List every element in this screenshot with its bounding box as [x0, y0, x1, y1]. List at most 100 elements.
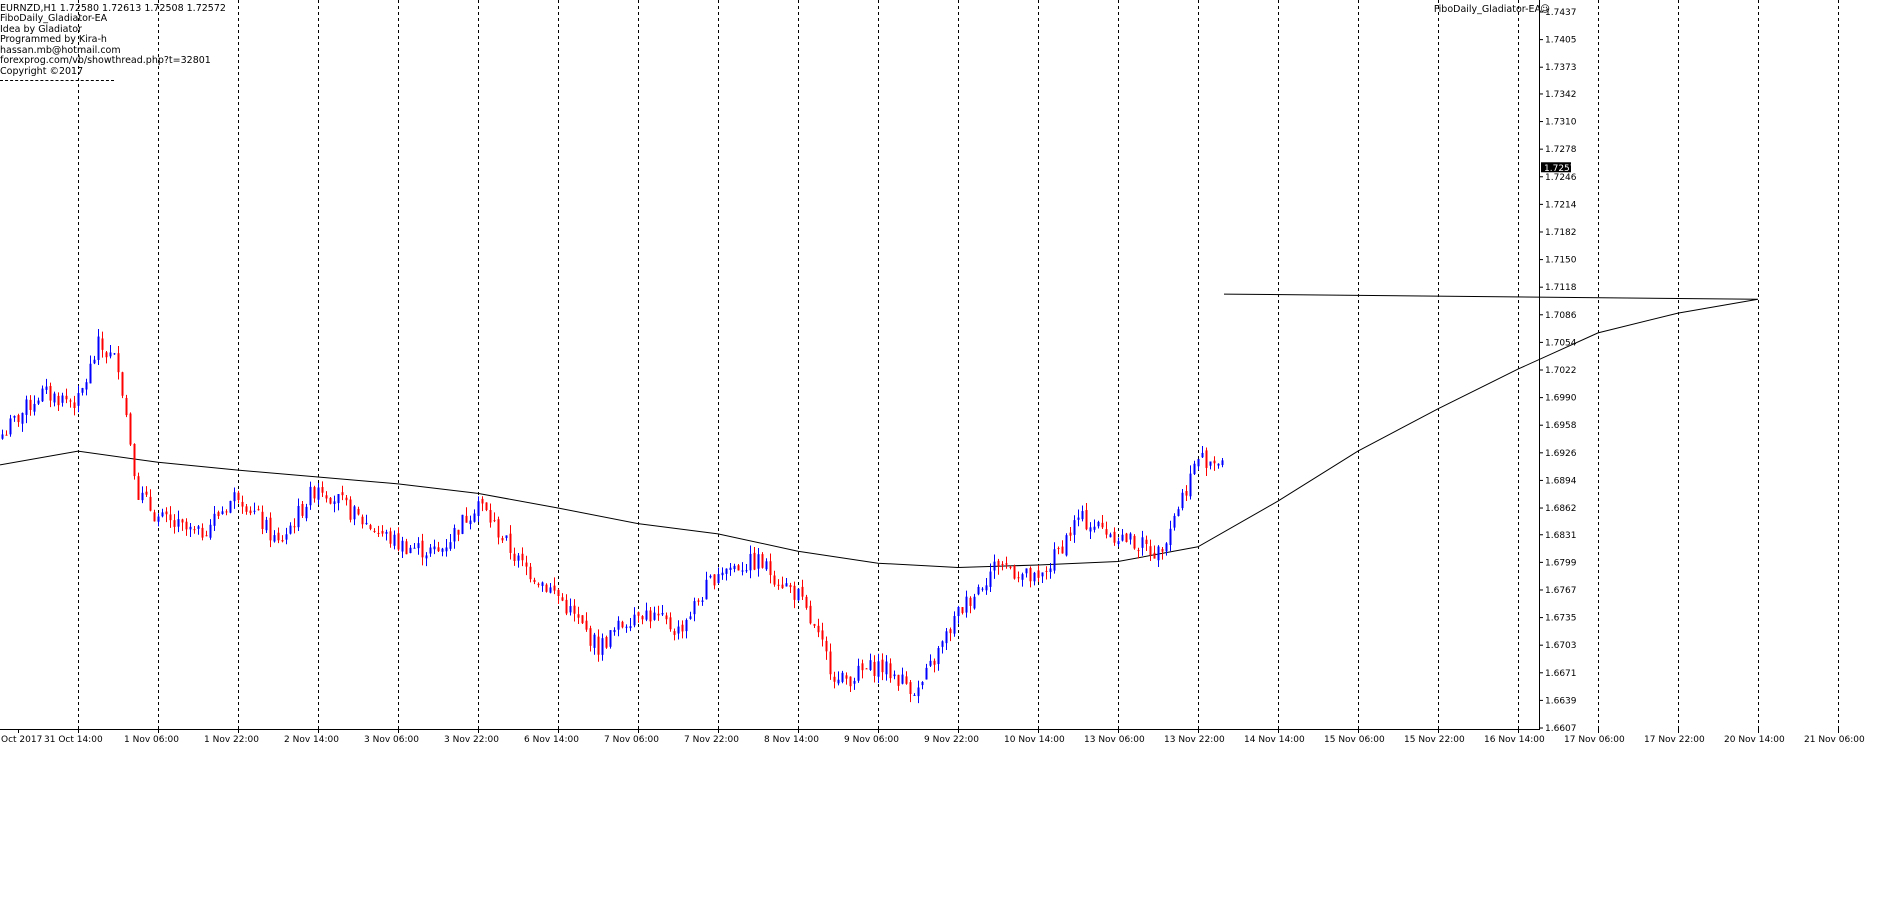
- candle-body[interactable]: [857, 665, 860, 681]
- candle-body[interactable]: [1129, 533, 1132, 540]
- candle-body[interactable]: [745, 570, 748, 572]
- candle-body[interactable]: [1209, 461, 1212, 466]
- candle-body[interactable]: [77, 393, 80, 406]
- candle-body[interactable]: [1181, 492, 1184, 509]
- candle-body[interactable]: [253, 510, 256, 512]
- candle-body[interactable]: [761, 554, 764, 568]
- candle-body[interactable]: [1069, 532, 1072, 536]
- candle-body[interactable]: [293, 526, 296, 528]
- candle-body[interactable]: [29, 399, 32, 410]
- candle-body[interactable]: [677, 626, 680, 634]
- candle-body[interactable]: [673, 631, 676, 635]
- candle-body[interactable]: [93, 359, 96, 364]
- candle-body[interactable]: [65, 395, 68, 400]
- candle-body[interactable]: [693, 601, 696, 615]
- candle-body[interactable]: [905, 676, 908, 684]
- candle-body[interactable]: [189, 526, 192, 530]
- candle-body[interactable]: [741, 570, 744, 572]
- candle-body[interactable]: [1025, 568, 1028, 574]
- candle-body[interactable]: [661, 613, 664, 615]
- candle-body[interactable]: [621, 621, 624, 628]
- candle-body[interactable]: [469, 520, 472, 525]
- candle-body[interactable]: [697, 600, 700, 602]
- candle-body[interactable]: [161, 512, 164, 517]
- candle-body[interactable]: [185, 521, 188, 530]
- candle-body[interactable]: [729, 567, 732, 570]
- candle-body[interactable]: [137, 476, 140, 500]
- candle-body[interactable]: [169, 514, 172, 521]
- candle-body[interactable]: [713, 574, 716, 586]
- candle-body[interactable]: [109, 352, 112, 357]
- candle-body[interactable]: [597, 636, 600, 655]
- candle-body[interactable]: [301, 503, 304, 516]
- candle-body[interactable]: [245, 506, 248, 512]
- candle-body[interactable]: [1073, 520, 1076, 535]
- candle-body[interactable]: [1133, 535, 1136, 549]
- candle-body[interactable]: [1193, 463, 1196, 475]
- candle-body[interactable]: [481, 498, 484, 504]
- candle-body[interactable]: [1201, 452, 1204, 458]
- candle-body[interactable]: [1037, 570, 1040, 578]
- candle-body[interactable]: [1161, 548, 1164, 552]
- candle-body[interactable]: [797, 588, 800, 601]
- smiley-icon[interactable]: ☺: [1540, 4, 1550, 15]
- candle-body[interactable]: [177, 519, 180, 527]
- candle-body[interactable]: [1, 434, 4, 439]
- candle-body[interactable]: [317, 487, 320, 500]
- candle-body[interactable]: [617, 620, 620, 630]
- candle-body[interactable]: [21, 412, 24, 424]
- candle-body[interactable]: [433, 546, 436, 550]
- candle-body[interactable]: [405, 541, 408, 555]
- candle-body[interactable]: [517, 555, 520, 561]
- candle-body[interactable]: [121, 372, 124, 396]
- candle-body[interactable]: [653, 612, 656, 620]
- candle-body[interactable]: [297, 506, 300, 528]
- candle-body[interactable]: [805, 596, 808, 608]
- candle-body[interactable]: [681, 624, 684, 632]
- candle-body[interactable]: [445, 547, 448, 552]
- candle-body[interactable]: [41, 388, 44, 402]
- candle-body[interactable]: [305, 506, 308, 519]
- candle-body[interactable]: [81, 388, 84, 393]
- candle-body[interactable]: [877, 661, 880, 677]
- candle-body[interactable]: [489, 510, 492, 523]
- candle-body[interactable]: [821, 630, 824, 640]
- candle-body[interactable]: [865, 668, 868, 670]
- candle-body[interactable]: [1033, 572, 1036, 582]
- candle-body[interactable]: [881, 659, 884, 673]
- candle-body[interactable]: [497, 519, 500, 538]
- candle-body[interactable]: [1165, 543, 1168, 552]
- candle-body[interactable]: [561, 597, 564, 601]
- candle-body[interactable]: [1009, 566, 1012, 568]
- candle-body[interactable]: [861, 663, 864, 671]
- candle-body[interactable]: [441, 548, 444, 552]
- candle-body[interactable]: [749, 553, 752, 571]
- candle-body[interactable]: [145, 491, 148, 495]
- candle-body[interactable]: [1041, 572, 1044, 577]
- candle-body[interactable]: [633, 614, 636, 626]
- candle-body[interactable]: [85, 382, 88, 390]
- candle-body[interactable]: [1217, 463, 1220, 466]
- candle-body[interactable]: [393, 534, 396, 546]
- candle-body[interactable]: [1169, 528, 1172, 545]
- candle-body[interactable]: [357, 508, 360, 515]
- candle-body[interactable]: [1017, 577, 1020, 579]
- candle-body[interactable]: [649, 610, 652, 622]
- candle-body[interactable]: [201, 527, 204, 538]
- candle-body[interactable]: [793, 585, 796, 600]
- candle-body[interactable]: [373, 530, 376, 532]
- candle-body[interactable]: [381, 530, 384, 534]
- candle-body[interactable]: [345, 497, 348, 501]
- candle-body[interactable]: [17, 415, 20, 423]
- candle-body[interactable]: [1205, 450, 1208, 468]
- candle-body[interactable]: [13, 415, 16, 418]
- candle-body[interactable]: [401, 540, 404, 552]
- candle-body[interactable]: [685, 619, 688, 632]
- candle-body[interactable]: [629, 626, 632, 629]
- candle-body[interactable]: [625, 626, 628, 628]
- candle-body[interactable]: [785, 583, 788, 587]
- candle-body[interactable]: [933, 660, 936, 665]
- candle-body[interactable]: [289, 525, 292, 534]
- candle-body[interactable]: [97, 336, 100, 360]
